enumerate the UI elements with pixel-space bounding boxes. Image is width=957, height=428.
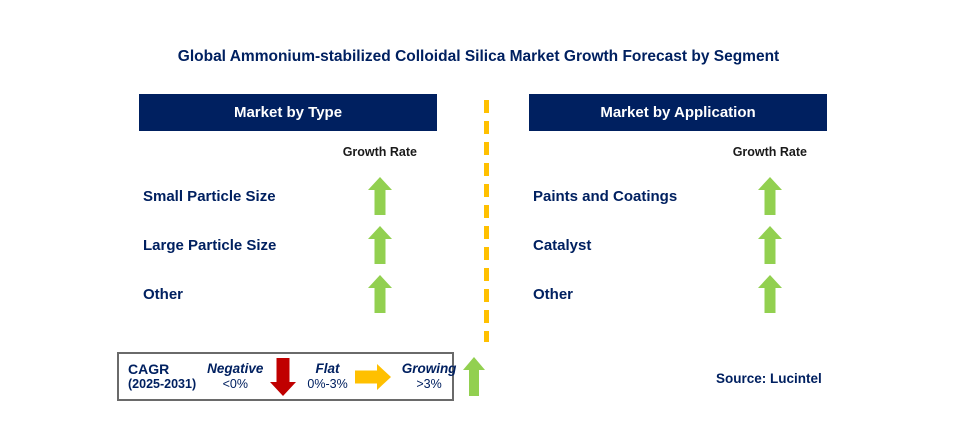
panel-header-market-by-application: Market by Application xyxy=(529,94,827,131)
legend-item-text: Flat 0%-3% xyxy=(307,361,347,392)
growth-rate-column-label: Growth Rate xyxy=(342,145,417,159)
segment-rows: Paints and Coatings Catalyst Other xyxy=(529,177,827,313)
panel-market-by-type: Market by Type Growth Rate Small Particl… xyxy=(139,94,437,324)
segment-label: Other xyxy=(533,285,574,303)
legend-cagr-title: CAGR xyxy=(128,361,170,378)
legend-item-text: Growing >3% xyxy=(402,361,457,392)
growth-up-arrow-icon xyxy=(725,226,815,264)
growth-rate-column-label: Growth Rate xyxy=(732,145,807,159)
legend-item-range: <0% xyxy=(222,377,248,392)
table-row: Paints and Coatings xyxy=(529,177,827,215)
cagr-legend: CAGR (2025-2031) Negative <0% Flat 0%-3%… xyxy=(117,352,486,401)
panel-header-market-by-type: Market by Type xyxy=(139,94,437,131)
legend-cagr-block: CAGR (2025-2031) xyxy=(128,361,196,391)
table-row: Small Particle Size xyxy=(139,177,437,215)
table-row: Large Particle Size xyxy=(139,226,437,264)
legend-item-label: Flat xyxy=(315,360,340,376)
segment-label: Catalyst xyxy=(533,236,592,254)
negative-down-arrow-icon xyxy=(270,357,297,396)
segment-rows: Small Particle Size Large Particle Size … xyxy=(139,177,437,313)
dashed-divider xyxy=(484,100,489,342)
table-row: Catalyst xyxy=(529,226,827,264)
legend-item-label: Growing xyxy=(401,360,457,376)
legend-cagr-period: (2025-2031) xyxy=(128,377,197,392)
segment-label: Large Particle Size xyxy=(143,236,277,254)
legend-item-text: Negative <0% xyxy=(207,361,263,392)
source-attribution: Source: Lucintel xyxy=(716,371,822,386)
legend-item-range: 0%-3% xyxy=(307,377,348,392)
segment-label: Paints and Coatings xyxy=(533,187,678,205)
legend-item-range: >3% xyxy=(416,377,442,392)
growing-up-arrow-icon xyxy=(463,357,486,396)
legend-item-growing: Growing >3% xyxy=(402,357,486,396)
flat-right-arrow-icon xyxy=(354,363,391,390)
legend-item-label: Negative xyxy=(207,360,264,376)
panel-market-by-application: Market by Application Growth Rate Paints… xyxy=(529,94,827,324)
growth-up-arrow-icon xyxy=(335,177,425,215)
growth-up-arrow-icon xyxy=(725,275,815,313)
growth-up-arrow-icon xyxy=(335,275,425,313)
table-row: Other xyxy=(529,275,827,313)
segment-label: Small Particle Size xyxy=(143,187,276,205)
table-row: Other xyxy=(139,275,437,313)
growth-up-arrow-icon xyxy=(725,177,815,215)
legend-item-flat: Flat 0%-3% xyxy=(307,361,391,392)
segment-label: Other xyxy=(143,285,184,303)
legend-item-negative: Negative <0% xyxy=(207,357,297,396)
page-title: Global Ammonium-stabilized Colloidal Sil… xyxy=(177,48,780,65)
growth-up-arrow-icon xyxy=(335,226,425,264)
